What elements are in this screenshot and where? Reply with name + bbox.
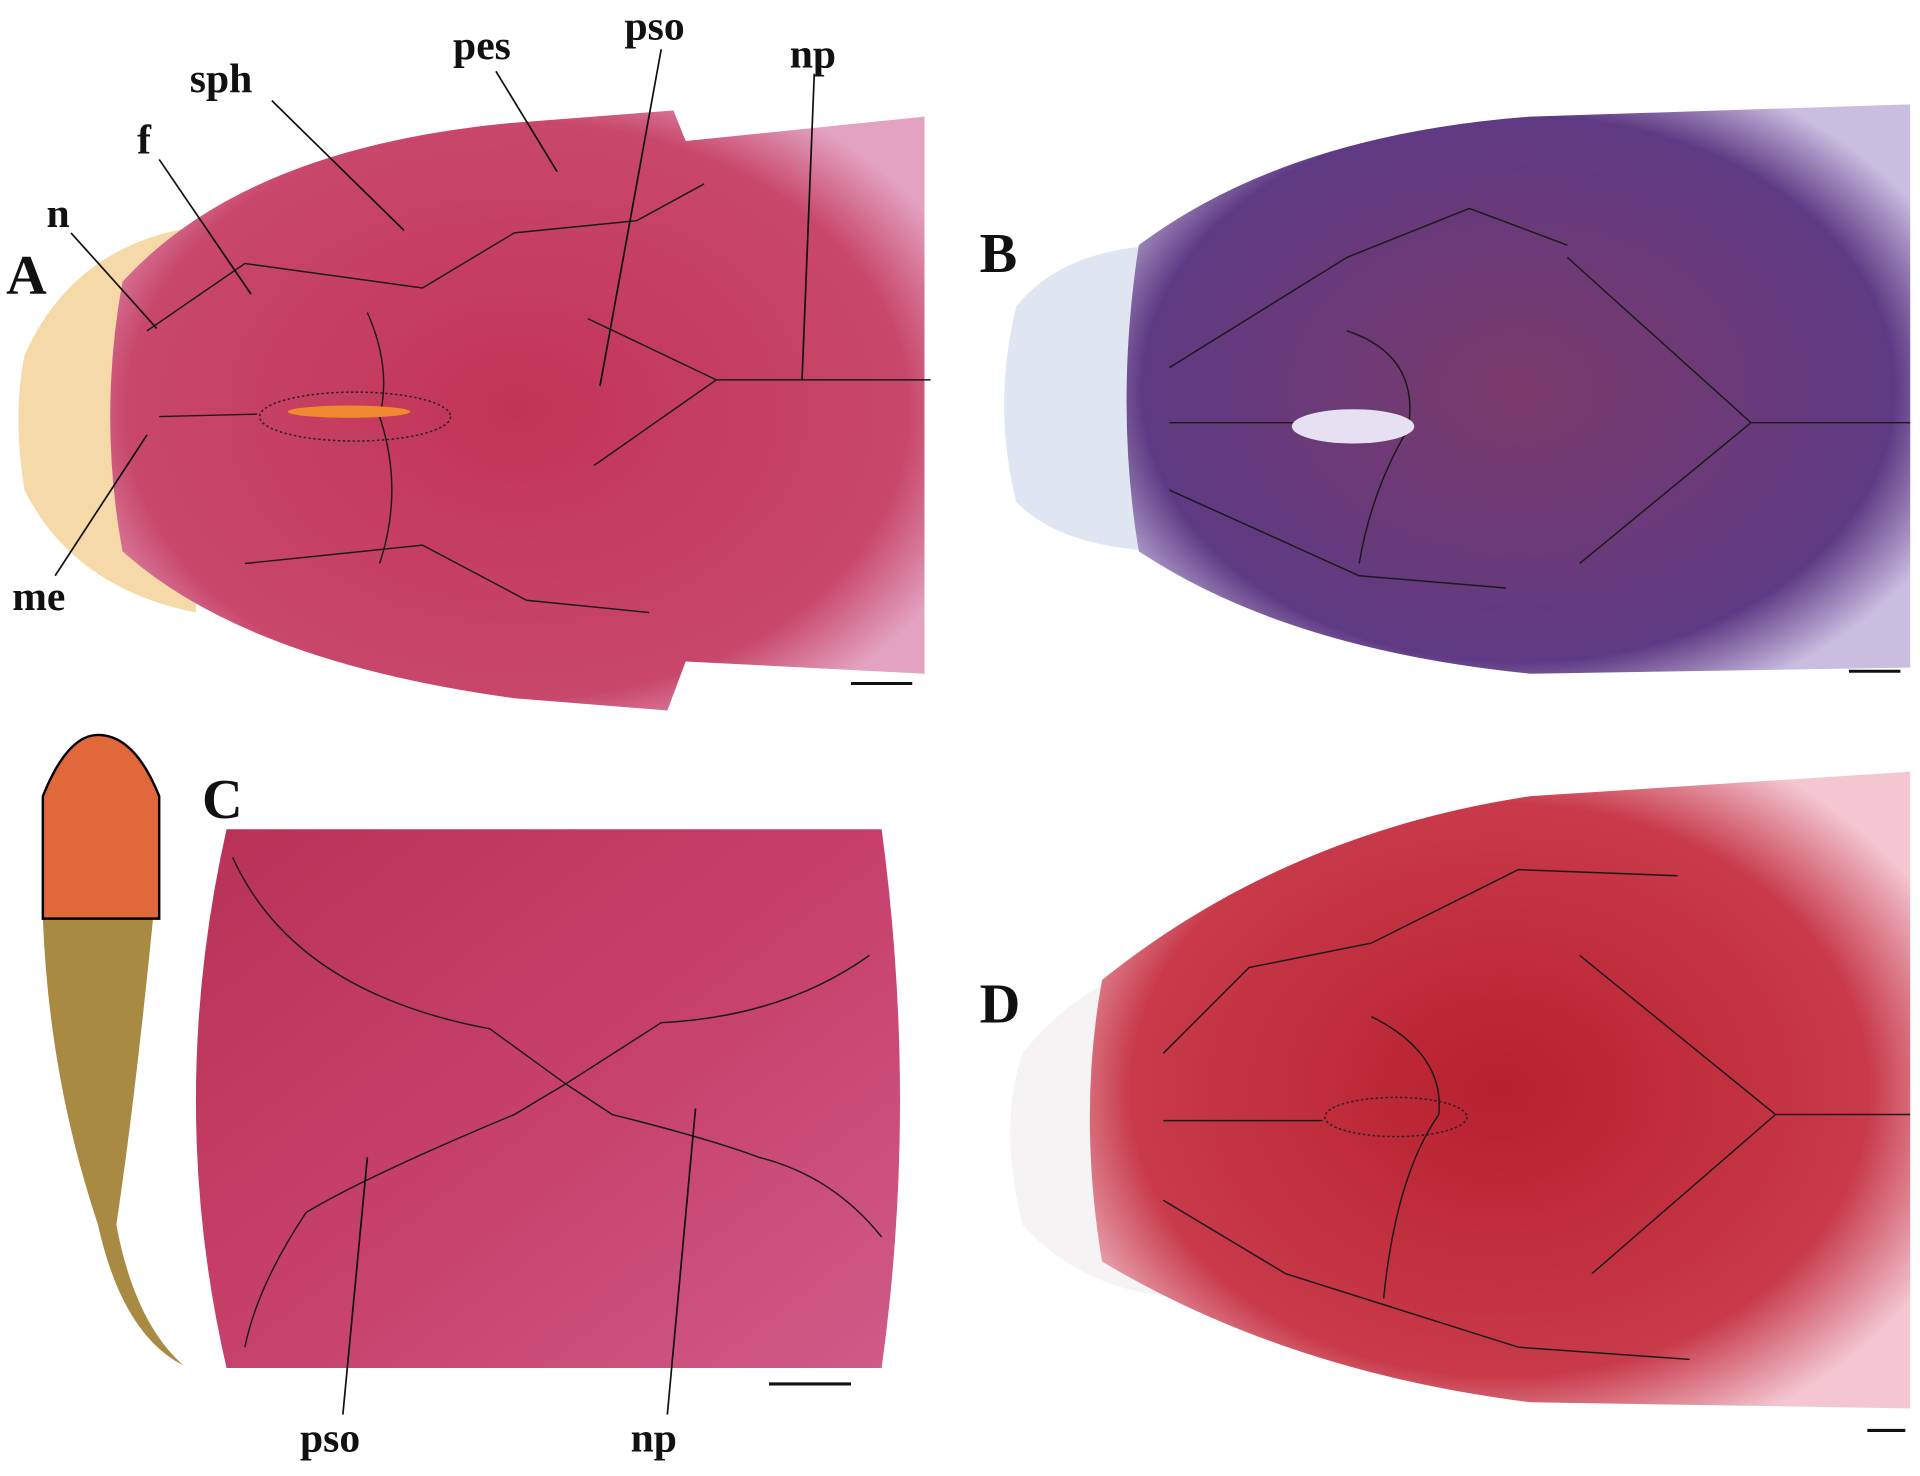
panel-d-fontanel [1324, 1096, 1468, 1138]
label-a-n: n [47, 191, 70, 237]
panel-a-head [110, 110, 925, 711]
panel-a-fontanel [258, 391, 452, 442]
panel-b-fontanel [1291, 409, 1415, 444]
label-a-me: me [12, 574, 65, 620]
label-c-np: np [631, 1415, 677, 1461]
panel-d-head [1089, 771, 1911, 1409]
panel-c-letter: C [202, 769, 243, 831]
label-a-sph: sph [190, 56, 253, 102]
panel-d-letter: D [980, 974, 1021, 1036]
panel-c-image [195, 829, 901, 1368]
panel-c-inset-fish-head [41, 733, 161, 920]
panel-b-letter: B [980, 223, 1018, 285]
panel-a-fontanel-fill [287, 405, 411, 418]
label-a-pes: pes [453, 23, 511, 69]
panel-a: A n f sph pes pso np me [6, 3, 931, 711]
label-a-f: f [137, 117, 152, 163]
panel-c-inset-fish-body [42, 918, 184, 1366]
panel-b: B [980, 104, 1911, 674]
label-a-np: np [790, 32, 836, 78]
panel-b-head [1126, 104, 1911, 674]
label-a-pso: pso [624, 3, 684, 49]
panel-d: D [980, 771, 1911, 1432]
panel-a-letter: A [6, 245, 47, 307]
label-c-pso: pso [300, 1415, 360, 1461]
panel-c: C pso np [41, 733, 901, 1461]
